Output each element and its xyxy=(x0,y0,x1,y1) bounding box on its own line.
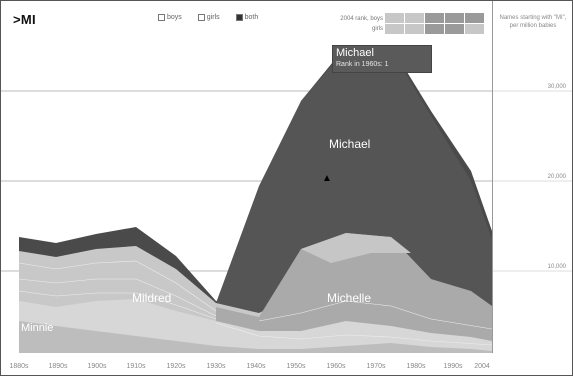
x-tick: 1890s xyxy=(48,363,68,370)
rank-cell[interactable] xyxy=(385,13,404,23)
x-tick: 1910s xyxy=(126,363,146,370)
name-query-input[interactable]: >MI xyxy=(13,12,36,27)
tooltip-title: Michael xyxy=(336,47,374,59)
chart-divider xyxy=(492,1,493,353)
rank-cell[interactable] xyxy=(465,13,484,23)
filter-boys-label: boys xyxy=(167,14,182,21)
gender-filters: boys girls both xyxy=(158,14,258,21)
x-tick: 1940s xyxy=(246,363,266,370)
filter-girls[interactable]: girls xyxy=(197,14,220,21)
rank-grid xyxy=(385,13,484,34)
x-tick: 1970s xyxy=(366,363,386,370)
area-minnie[interactable] xyxy=(19,321,492,353)
checkbox-girls[interactable] xyxy=(197,14,205,21)
filter-both[interactable]: both xyxy=(235,14,259,21)
x-axis: 1880s 1890s 1900s 1910s 1920s 1930s 1940… xyxy=(1,359,572,375)
filter-boys[interactable]: boys xyxy=(158,14,182,21)
x-tick: 1900s xyxy=(87,363,107,370)
tooltip-rank: Rank in 1960s: 1 xyxy=(336,61,389,68)
x-tick: 1950s xyxy=(286,363,306,370)
mouse-pointer-icon: ▲ xyxy=(322,173,332,184)
rank-cell[interactable] xyxy=(445,13,464,23)
area-michelle-highlight[interactable] xyxy=(301,233,411,263)
label-minnie: Minnie xyxy=(21,322,54,334)
x-tick: 2004 xyxy=(474,363,490,370)
area-michelle[interactable] xyxy=(216,233,492,353)
rank-labels: 2004 rank, boys girls xyxy=(313,14,383,34)
label-mildred: Mildred xyxy=(132,291,172,305)
hover-tooltip: Michael Rank in 1960s: 1 xyxy=(332,45,432,73)
side-caption: Names starting with "MI", per million ba… xyxy=(499,15,567,29)
y-tick-10000: 10,000 xyxy=(547,264,566,270)
x-tick: 1880s xyxy=(9,363,29,370)
toolbar: >MI boys girls both 2004 rank, boys girl… xyxy=(1,1,572,39)
stream-stripes xyxy=(18,260,493,346)
y-tick-20000: 20,000 xyxy=(547,174,566,180)
y-tick-30000: 30,000 xyxy=(547,84,566,90)
x-tick: 1990s xyxy=(443,363,463,370)
x-tick: 1960s xyxy=(326,363,346,370)
filter-girls-label: girls xyxy=(206,14,220,21)
x-tick: 1930s xyxy=(206,363,226,370)
rank-cell[interactable] xyxy=(405,13,424,23)
label-michelle: Michelle xyxy=(327,291,372,305)
rank-cell[interactable] xyxy=(405,24,424,34)
rank-cell[interactable] xyxy=(385,24,404,34)
checkbox-boys[interactable] xyxy=(158,14,165,21)
rank-cell[interactable] xyxy=(425,13,444,23)
rank-label-boys: 2004 rank, boys xyxy=(340,16,383,22)
x-tick: 1980s xyxy=(406,363,426,370)
label-michael: Michael xyxy=(329,137,371,151)
rank-label-girls: girls xyxy=(371,26,383,32)
rank-cell[interactable] xyxy=(465,24,484,34)
checkbox-both[interactable] xyxy=(235,14,243,21)
x-tick: 1920s xyxy=(166,363,186,370)
rank-cell[interactable] xyxy=(425,24,444,34)
rank-cell[interactable] xyxy=(445,24,464,34)
filter-both-label: both xyxy=(244,14,259,21)
